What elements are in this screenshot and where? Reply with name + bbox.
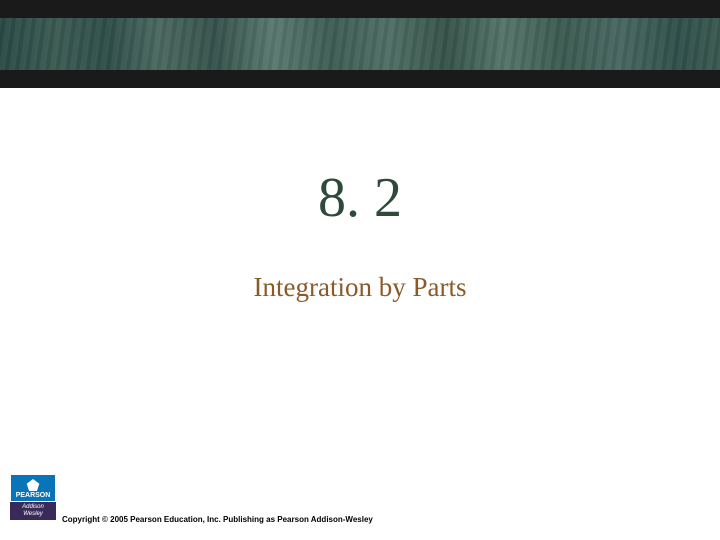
aw-line1: Addison <box>22 504 44 511</box>
pearson-logo: PEARSON <box>10 474 56 502</box>
banner-stripe-top <box>0 0 720 18</box>
copyright-text: Copyright © 2005 Pearson Education, Inc.… <box>62 515 373 524</box>
slide-content: 8. 2 Integration by Parts <box>0 88 720 540</box>
section-number: 8. 2 <box>0 166 720 230</box>
addison-wesley-logo: Addison Wesley <box>10 502 56 520</box>
header-banner <box>0 0 720 88</box>
section-title: Integration by Parts <box>0 272 720 303</box>
aw-line2: Wesley <box>23 511 43 518</box>
banner-stripe-bottom <box>0 70 720 88</box>
banner-texture <box>0 18 720 70</box>
publisher-logo: PEARSON Addison Wesley <box>10 474 56 520</box>
